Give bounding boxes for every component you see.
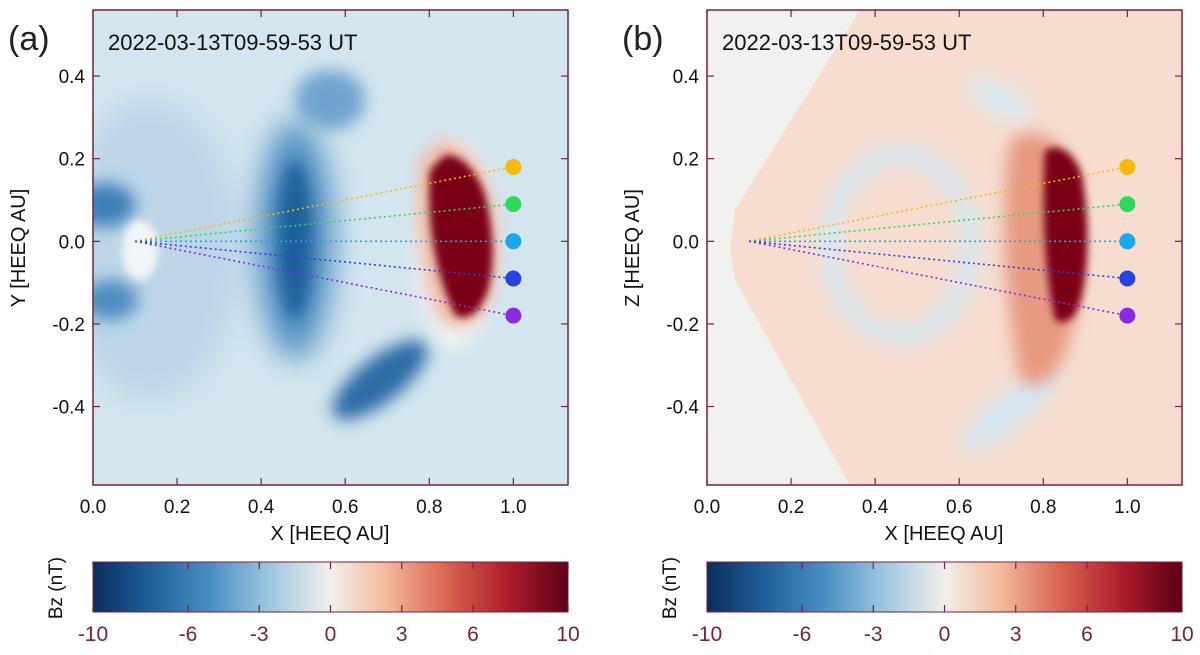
panel-b-probe-5-marker — [1119, 307, 1136, 324]
panel-b-ring — [820, 145, 980, 345]
panel-b-xlabel: X [HEEQ AU] — [885, 523, 1004, 545]
panel-a-ytick-label: 0.2 — [59, 150, 85, 171]
panel-a-xtick-label: 0.4 — [248, 497, 275, 518]
panel-a-near-sun — [122, 220, 158, 280]
panel-a-ytick-label: -0.4 — [52, 398, 85, 419]
panel-a-colorbar-tick-label: -10 — [78, 623, 108, 646]
panel-a-probe-1-line — [134, 166, 514, 243]
panel-b-colorbar-tick-label: -3 — [864, 623, 883, 646]
panel-b-probe-2-line — [748, 203, 1128, 243]
panel-b-ytick-label: -0.2 — [666, 315, 699, 336]
panel-a-colorbar-tick-label: 6 — [467, 623, 479, 646]
panel-b-colorbar-tick-label: 6 — [1081, 623, 1093, 646]
panel-a-colorbar — [92, 561, 569, 613]
panel-b-xtick-label: 0.4 — [862, 497, 889, 518]
panel-b-colorbar-ticks: -10 -6 -3 0 3 6 10 — [692, 562, 1194, 646]
panel-b-fringe-lower — [962, 369, 1058, 451]
panel-b-ytick-label: 0.2 — [673, 150, 699, 171]
panel-b-colorbar — [706, 561, 1183, 613]
panel-a-probes — [134, 158, 522, 324]
panel-b-xtick-label: 1.0 — [1114, 497, 1140, 518]
panel-a-cme-core — [429, 155, 493, 318]
panel-a-colorbar-tick-label: 3 — [396, 623, 408, 646]
panel-a-xtick-label: 0.8 — [416, 497, 442, 518]
panel-a-label: (a) — [8, 20, 50, 58]
panel-b-cme-core — [1043, 147, 1088, 322]
panel-b-colorbar-tick-label: -6 — [793, 623, 812, 646]
panel-b-probe-3-marker — [1119, 233, 1136, 250]
panel-a-xlabel: X [HEEQ AU] — [271, 523, 390, 545]
panel-a-xtick-label: 0.6 — [332, 497, 358, 518]
panel-a-colorbar-tick-label: -3 — [250, 623, 269, 646]
panel-a-probe-3-marker — [505, 233, 522, 250]
panel-b-timestamp: 2022-03-13T09-59-53 UT — [722, 30, 971, 55]
panel-b-xticks: 0.0 0.2 0.4 0.6 0.8 1.0 — [694, 10, 1141, 518]
panel-a-blob-lower — [332, 340, 428, 420]
panel-a-probe-4-line — [134, 240, 514, 280]
panel-a-blob-upper-left — [93, 183, 135, 227]
panel-b-colorbar-tick-label: 3 — [1010, 623, 1022, 646]
panel-a-probe-5-marker — [505, 307, 522, 324]
panel-b-xtick-label: 0.6 — [946, 497, 972, 518]
panel-b-probe-1-marker — [1119, 158, 1136, 175]
panel-b-colorbar-label: Bz (nT) — [660, 557, 681, 619]
panel-b-probe-2-marker — [1119, 196, 1136, 213]
panel-a-probe-2-line — [134, 203, 514, 243]
panel-b-ylabel: Z [HEEQ AU] — [622, 189, 644, 307]
panel-a-xtick-label: 1.0 — [500, 497, 526, 518]
panel-b-label: (b) — [622, 20, 664, 58]
panel-b-xtick-label: 0.8 — [1030, 497, 1056, 518]
panel-a-xtick-label: 0.0 — [80, 497, 106, 518]
panel-a-colorbar-tick-label: 0 — [325, 623, 337, 646]
panel-a-field — [93, 10, 568, 485]
panel-b-fringe-upper — [968, 77, 1032, 123]
panel-b-probe-1-line — [748, 166, 1128, 243]
panel-a-probe-1-marker — [505, 158, 522, 175]
panel-b-frame — [706, 9, 1183, 486]
panel-a-probe-5-line — [134, 240, 514, 317]
panel-a-band-top — [295, 70, 365, 130]
panel-b-probe-4-line — [748, 240, 1128, 280]
panel-a-frame — [92, 9, 569, 486]
panel-b-yticks: -0.4 -0.2 0.0 0.2 0.4 — [666, 67, 1182, 419]
panel-a-ytick-label: 0.0 — [59, 232, 85, 253]
panel-b-ytick-label: -0.4 — [666, 398, 699, 419]
panel-a-probe-4-marker — [505, 270, 522, 287]
panel-b-xtick-label: 0.2 — [778, 497, 804, 518]
panel-b-xtick-label: 0.0 — [694, 497, 720, 518]
panel-b-colorbar-tick-label: -10 — [692, 623, 722, 646]
panel-a-ylabel: Y [HEEQ AU] — [8, 189, 30, 308]
panel-b-colorbar-tick-label: 0 — [939, 623, 951, 646]
panel-b-colorbar-tick-label: 10 — [1170, 623, 1193, 646]
panel-a: (a) 2022-03-13T09-59-53 UT 0.0 0.2 0.4 — [8, 9, 580, 646]
panel-a-yticks: -0.4 -0.2 0.0 0.2 0.4 — [52, 67, 568, 419]
panel-a-timestamp: 2022-03-13T09-59-53 UT — [108, 30, 357, 55]
panel-a-ytick-label: -0.2 — [52, 315, 85, 336]
panel-b-probe-4-marker — [1119, 270, 1136, 287]
panel-a-colorbar-ticks: -10 -6 -3 0 3 6 10 — [78, 562, 580, 646]
panel-a-colorbar-tick-label: -6 — [179, 623, 198, 646]
panel-a-inner-region — [93, 100, 240, 400]
panel-a-xtick-label: 0.2 — [164, 497, 190, 518]
panel-a-xticks: 0.0 0.2 0.4 0.6 0.8 1.0 — [80, 10, 527, 518]
panel-b-probes — [748, 158, 1136, 324]
panel-a-blob-lower-left — [93, 280, 138, 320]
panel-b-probe-5-line — [748, 240, 1128, 317]
panel-b-ytick-label: 0.4 — [673, 67, 700, 88]
panel-b: (b) 2022-03-13T09-59-53 UT 0.0 0.2 0.4 0.6 0… — [622, 9, 1194, 646]
panel-a-probe-2-marker — [505, 196, 522, 213]
panel-a-ytick-label: 0.4 — [59, 67, 86, 88]
panel-a-band-core — [277, 160, 313, 320]
panel-b-ytick-label: 0.0 — [673, 232, 699, 253]
panel-a-colorbar-label: Bz (nT) — [46, 557, 67, 619]
panel-a-colorbar-tick-label: 10 — [556, 623, 579, 646]
panel-b-field — [707, 10, 1182, 485]
panel-b-wedge-white — [707, 10, 860, 485]
